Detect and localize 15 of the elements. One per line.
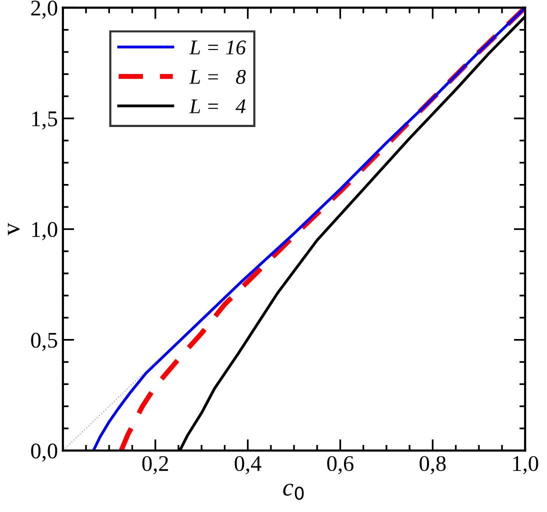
legend-label: L = 8 — [189, 70, 246, 84]
legend-label: L = 16 — [189, 40, 246, 55]
legend-label: L = 4 — [189, 99, 246, 114]
y-tick-label: 1,5 — [32, 111, 58, 130]
y-tick-label: 0,5 — [31, 332, 58, 351]
x-tick-label: 0,6 — [327, 456, 354, 474]
x-tick-label: 0,4 — [234, 456, 262, 474]
x-axis-title: c$_{0}$ — [283, 484, 304, 500]
x-tick-label: 1,0 — [513, 456, 538, 474]
x-tick-label: 0,2 — [142, 456, 168, 474]
x-tick-label: 0,8 — [420, 456, 446, 474]
y-tick-label: 2,0 — [31, 0, 58, 19]
y-tick-label: 1,0 — [32, 222, 58, 240]
y-tick-label: 0,0 — [31, 443, 58, 462]
y-axis-title: v — [8, 222, 20, 236]
